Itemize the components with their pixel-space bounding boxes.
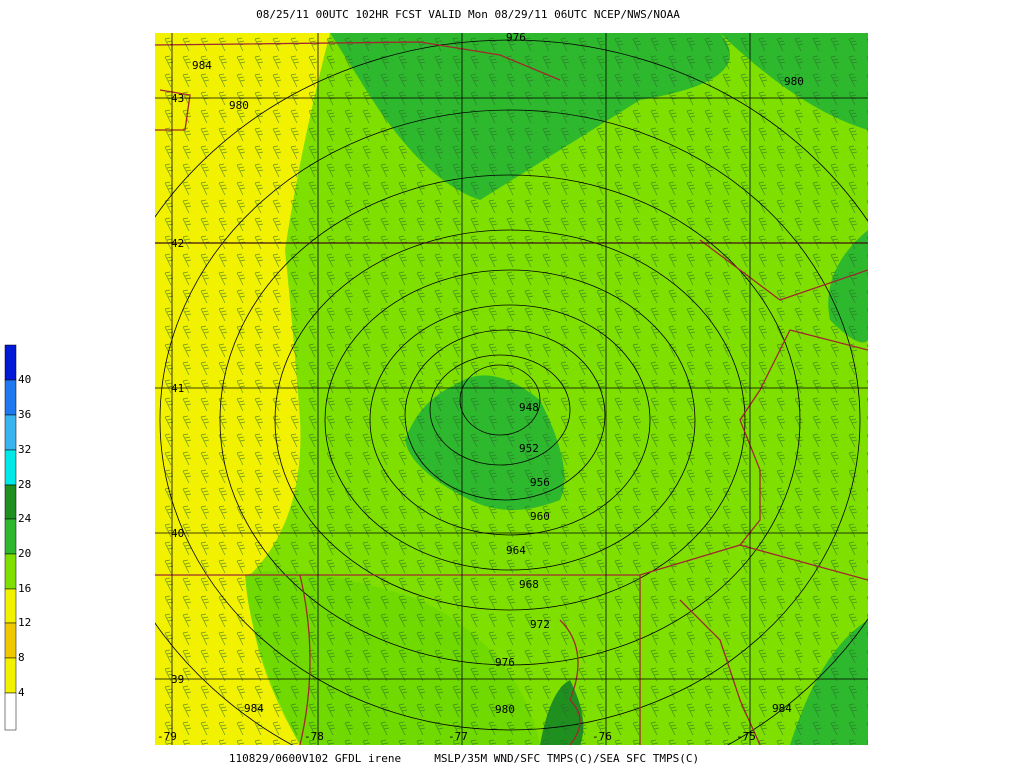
lat-labels: 43 42 41 40 39 [171,92,184,686]
lon-label: -78 [304,730,324,743]
isobar-label: 964 [506,544,526,557]
colorbar-label: 32 [18,443,31,456]
isobar-label: 980 [784,75,804,88]
isobar-label: 972 [530,618,550,631]
lat-label: 42 [171,237,184,250]
wind-barbs [155,33,868,745]
colorbar-label: 4 [18,686,25,699]
colorbar-label: 24 [18,512,32,525]
isobar-label: 980 [495,703,515,716]
isobar-label: 976 [495,656,515,669]
lon-label: -75 [736,730,756,743]
lon-label: -79 [157,730,177,743]
isobar-label: 952 [519,442,539,455]
colorbar-label: 36 [18,408,31,421]
colorbar-labels: 4 8 12 16 20 24 28 32 36 40 [18,373,32,699]
lon-label: -77 [448,730,468,743]
isobar-label: 948 [519,401,539,414]
isobars [155,39,868,745]
isobar-label: 984 [772,702,792,715]
colorbar [4,344,17,731]
isobar-label: 984 [192,59,212,72]
isobar-label: 980 [229,99,249,112]
map-title: 08/25/11 00UTC 102HR FCST VALID Mon 08/2… [256,8,680,21]
isobar-labels: 976 984 980 980 948 952 956 960 964 968 … [192,31,804,716]
isobar-label: 984 [244,702,264,715]
lon-labels: -79 -78 -77 -76 -75 [157,730,756,743]
colorbar-label: 28 [18,478,31,491]
lat-label: 41 [171,382,184,395]
lon-label: -76 [592,730,612,743]
colorbar-label: 8 [18,651,25,664]
isobar-label: 960 [530,510,550,523]
isobar-label: 968 [519,578,539,591]
map [155,33,868,745]
map-footer: 110829/0600V102 GFDL irene MSLP/35M WND/… [229,752,699,765]
isobar-label: 976 [506,31,526,44]
lat-label: 40 [171,527,184,540]
colorbar-label: 16 [18,582,31,595]
grid [155,33,868,745]
colorbar-label: 20 [18,547,31,560]
colorbar-label: 12 [18,616,31,629]
lat-label: 43 [171,92,184,105]
isobar-label: 956 [530,476,550,489]
lat-label: 39 [171,673,184,686]
colorbar-label: 40 [18,373,31,386]
